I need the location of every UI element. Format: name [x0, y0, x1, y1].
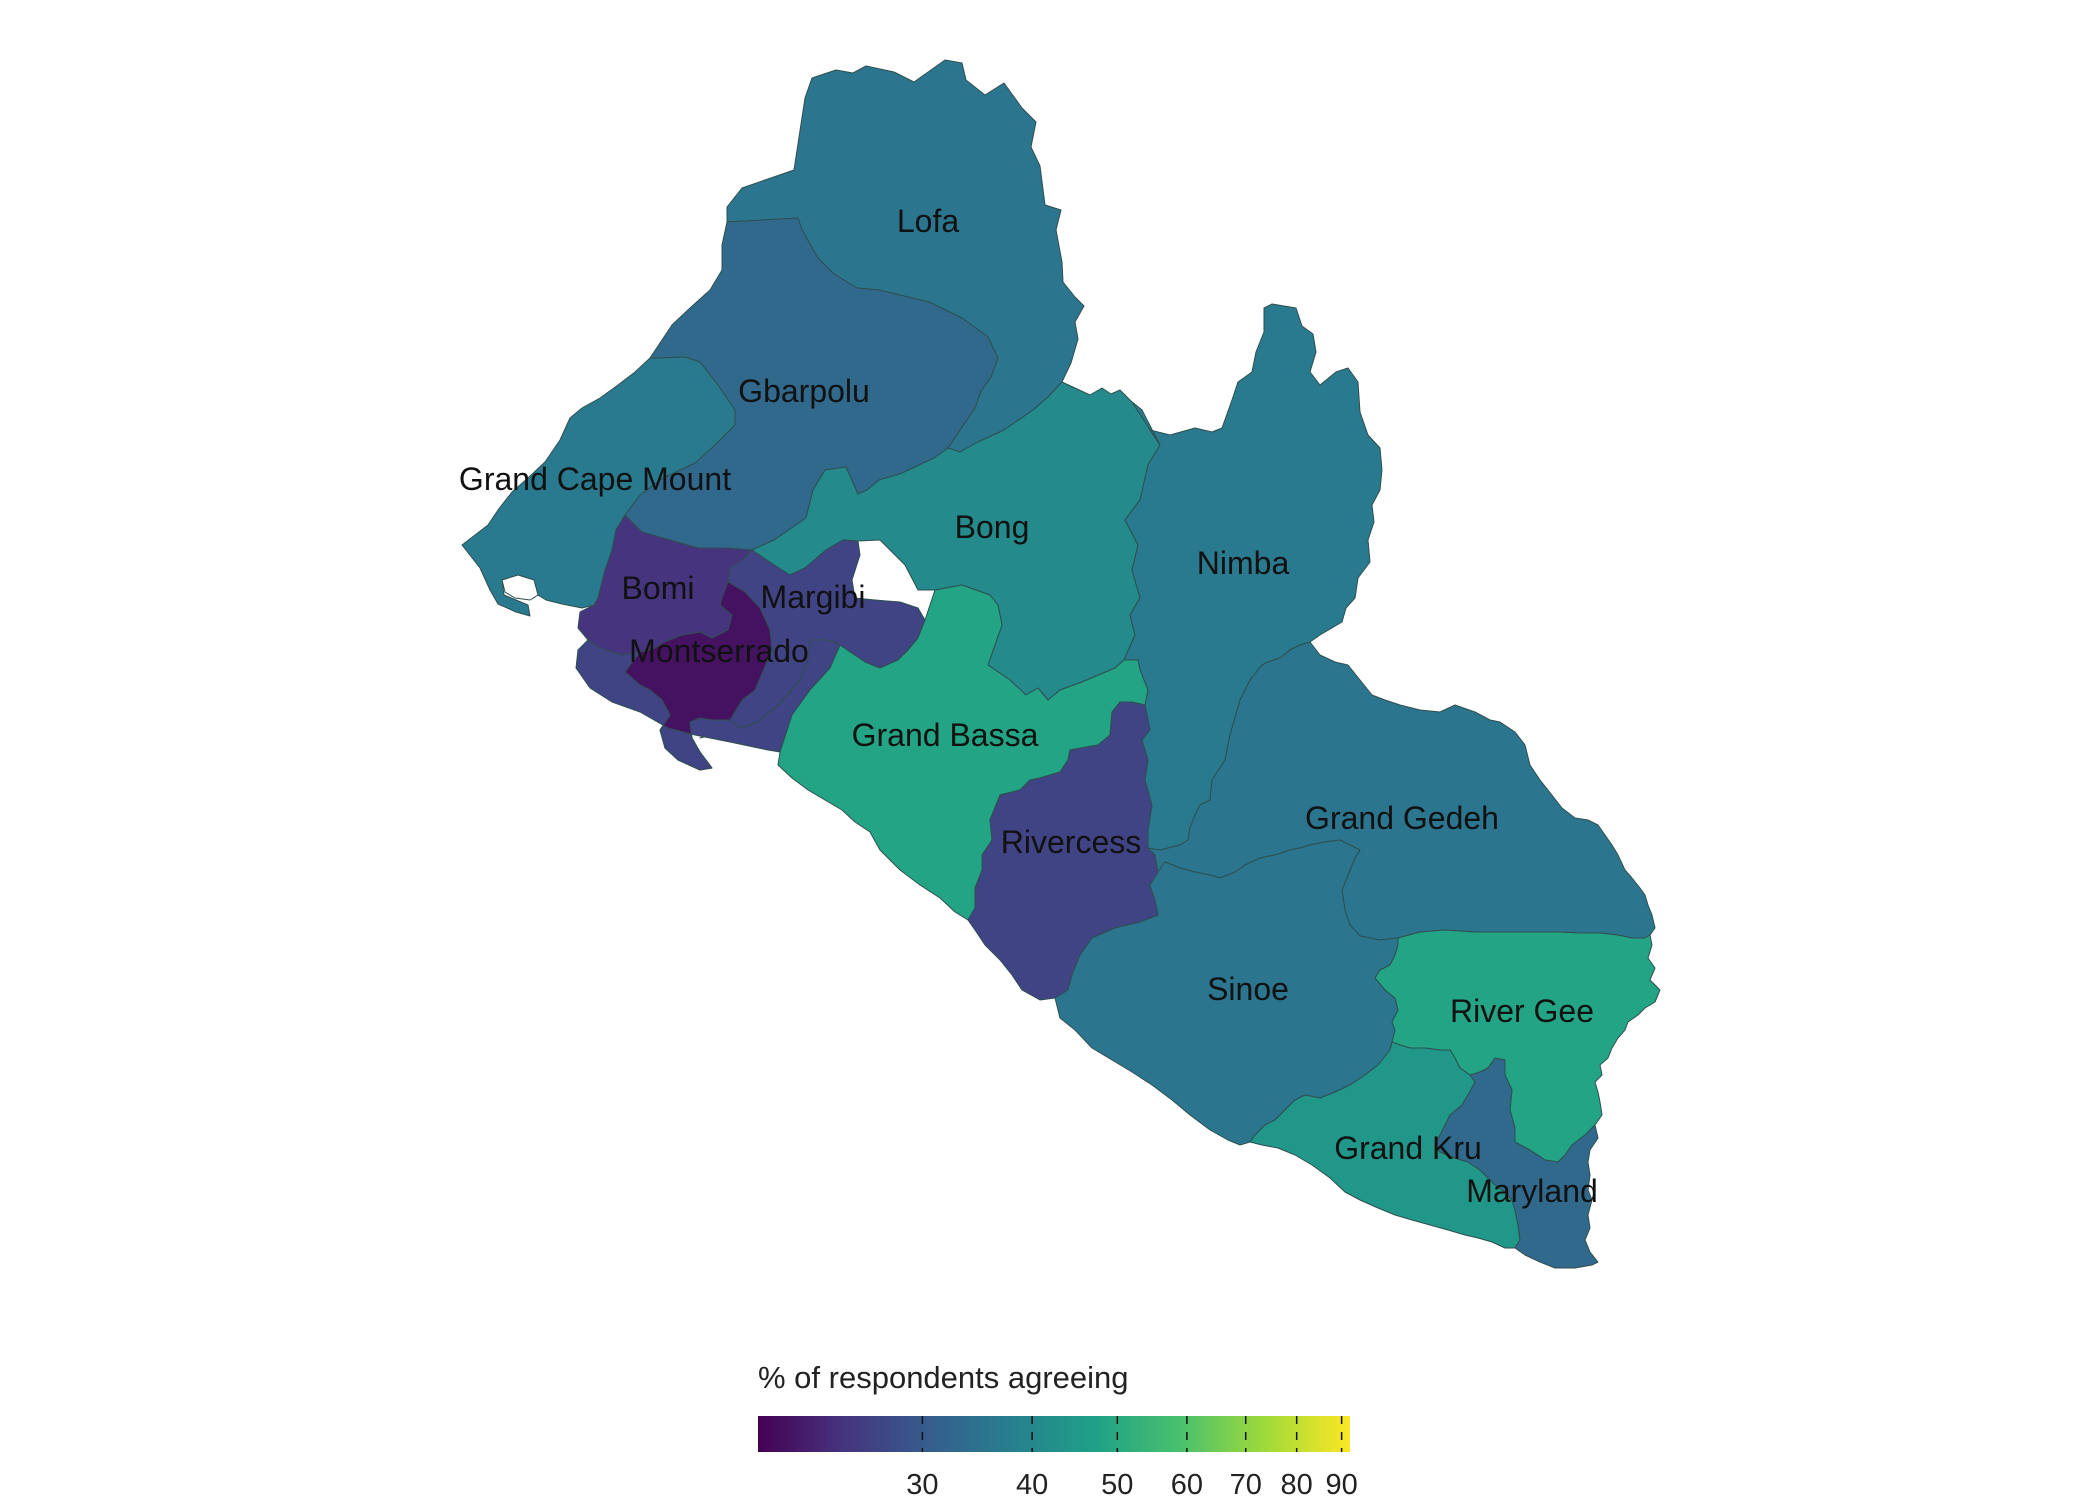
county-montserrado-coast[interactable]: [575, 639, 841, 771]
label-margibi: Margibi: [761, 579, 866, 615]
label-lofa: Lofa: [897, 203, 959, 239]
legend-tick-label: 60: [1171, 1469, 1203, 1499]
county-labels: Lofa Gbarpolu Grand Cape Mount Bong Nimb…: [459, 203, 1598, 1209]
legend-tick-label: 80: [1281, 1469, 1313, 1499]
legend-title: % of respondents agreeing: [758, 1360, 1129, 1395]
label-rivercess: Rivercess: [1001, 824, 1141, 860]
label-sinoe: Sinoe: [1207, 971, 1289, 1007]
label-gbarpolu: Gbarpolu: [738, 373, 870, 409]
label-grand-kru: Grand Kru: [1334, 1130, 1482, 1166]
legend-tick-label: 30: [906, 1469, 938, 1499]
legend-tick-label: 40: [1016, 1469, 1048, 1499]
label-nimba: Nimba: [1197, 545, 1290, 581]
county-maryland[interactable]: [1434, 1057, 1599, 1269]
label-bong: Bong: [955, 509, 1030, 545]
label-bomi: Bomi: [622, 570, 695, 606]
legend-tick-label: 50: [1101, 1469, 1133, 1499]
label-grand-cape-mount: Grand Cape Mount: [459, 461, 731, 497]
legend: % of respondents agreeing 30 40 50 60 70 80 90: [758, 1360, 1358, 1499]
label-grand-gedeh: Grand Gedeh: [1305, 800, 1499, 836]
county-shapes: [461, 59, 1661, 1269]
label-montserrado: Montserrado: [629, 633, 809, 669]
legend-tick-label: 70: [1230, 1469, 1262, 1499]
label-maryland: Maryland: [1466, 1173, 1598, 1209]
label-grand-bassa: Grand Bassa: [852, 717, 1039, 753]
legend-colorbar: [758, 1416, 1350, 1452]
coastal-lagoon-island: [501, 574, 539, 601]
legend-ticks: 30 40 50 60 70 80 90: [906, 1416, 1358, 1499]
label-river-gee: River Gee: [1450, 993, 1594, 1029]
legend-tick-label: 90: [1325, 1469, 1357, 1499]
